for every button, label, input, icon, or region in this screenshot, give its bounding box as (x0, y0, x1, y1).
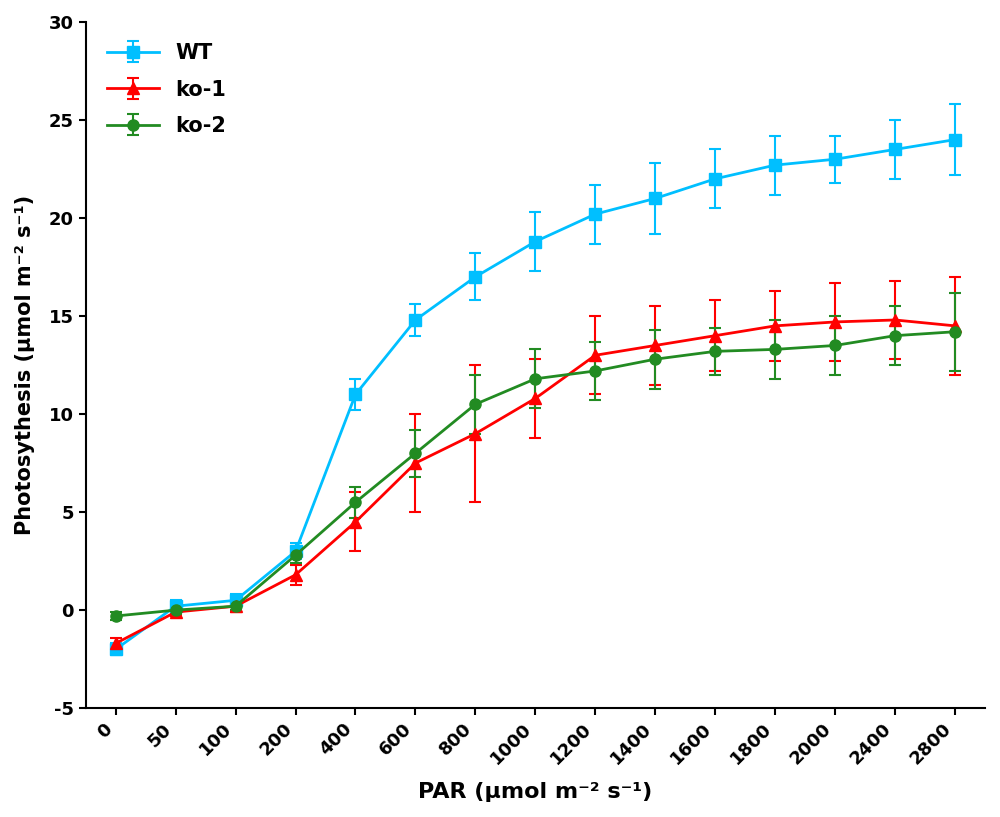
Y-axis label: Photosythesis (μmol m⁻² s⁻¹): Photosythesis (μmol m⁻² s⁻¹) (15, 195, 35, 535)
X-axis label: PAR (μmol m⁻² s⁻¹): PAR (μmol m⁻² s⁻¹) (418, 782, 652, 802)
Legend: WT, ko-1, ko-2: WT, ko-1, ko-2 (96, 33, 237, 146)
